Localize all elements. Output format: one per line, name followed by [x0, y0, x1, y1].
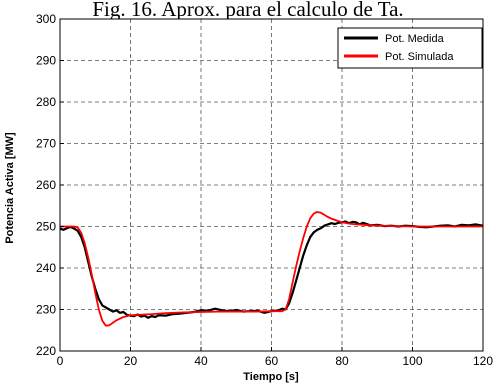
y-axis-label: Potencia Activa [MW] [4, 132, 16, 244]
y-tick-label-290: 290 [36, 54, 56, 68]
x-tick-label-0: 0 [57, 354, 64, 368]
y-tick-label-270: 270 [36, 137, 56, 151]
legend-box [337, 27, 483, 69]
x-tick-label-60: 60 [265, 354, 279, 368]
grid [60, 19, 483, 351]
ticks: 0 20 40 60 80 100 120 220 230 240 250 260 270 280 290 3… [36, 12, 493, 368]
y-tick-label-280: 280 [36, 95, 56, 109]
series-line-pot-simulada [60, 211, 483, 327]
legend-label-pot-medida: Pot. Medida [385, 33, 445, 45]
y-tick-label-240: 240 [36, 261, 56, 275]
y-tick-label-220: 220 [36, 344, 56, 358]
y-tick-label-250: 250 [36, 220, 56, 234]
series-layer [59, 211, 484, 327]
y-tick-label-300: 300 [36, 12, 56, 26]
figure-caption: Fig. 16. Aprox. para el calculo de Ta. [92, 0, 403, 21]
x-tick-label-20: 20 [124, 354, 138, 368]
x-axis-label: Tiempo [s] [243, 371, 299, 383]
x-tick-label-100: 100 [402, 354, 422, 368]
legend-label-pot-simulada: Pot. Simulada [385, 51, 454, 63]
x-tick-label-120: 120 [473, 354, 493, 368]
y-tick-label-260: 260 [36, 178, 56, 192]
y-tick-label-230: 230 [36, 303, 56, 317]
x-tick-label-80: 80 [335, 354, 349, 368]
x-tick-label-40: 40 [194, 354, 208, 368]
legend: Pot. Medida Pot. Simulada [337, 27, 483, 69]
